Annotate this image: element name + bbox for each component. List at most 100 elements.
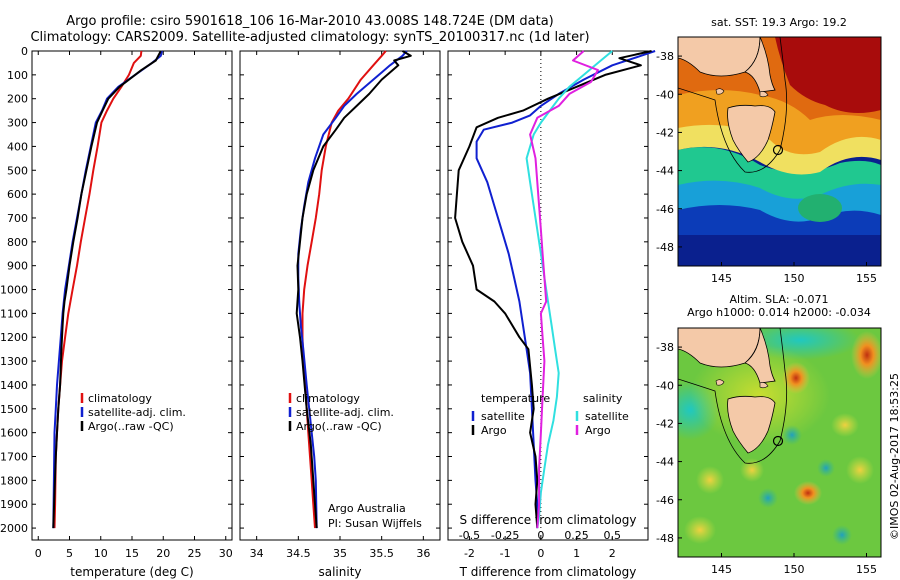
y-tick-label: 900 <box>7 260 28 273</box>
salinity-tick-label: -0.5 <box>459 529 480 542</box>
map-x-tick-label: 155 <box>856 563 877 576</box>
series-line-2-1 <box>301 50 387 529</box>
map-x-tick-label: 145 <box>711 272 732 285</box>
series-line-1-3 <box>52 50 162 529</box>
map-x-tick-label: 155 <box>856 272 877 285</box>
sla-map: 145 150 155 -38 -40 -42 -44 -46 -48 <box>656 327 882 576</box>
sla-yellow-spot-5 <box>846 456 874 484</box>
y-tick-label: 1200 <box>0 331 28 344</box>
map-y-tick-label: -42 <box>656 126 674 139</box>
salinity-tick-label: 0.5 <box>604 529 622 542</box>
sst-tasmania <box>727 104 776 163</box>
sst-hot-core <box>775 37 881 114</box>
figure-title-line1: Argo profile: csiro 5901618_106 16-Mar-2… <box>66 14 554 29</box>
map-y-tick-label: -46 <box>656 203 674 216</box>
x-tick-label: 36 <box>416 547 430 560</box>
y-tick-label: 1400 <box>0 379 28 392</box>
sla-warm-eddy-3 <box>794 481 822 505</box>
sla-cool-spot-2 <box>758 488 778 508</box>
y-tick-label: 200 <box>7 93 28 106</box>
x-tick-label: 2 <box>609 547 616 560</box>
series-line-3-3 <box>525 50 613 529</box>
legend-label: Argo(..raw -QC) <box>88 420 174 433</box>
sst-king-island <box>715 88 725 95</box>
sla-yellow-spot-1 <box>696 466 724 494</box>
map-y-tick-label: -38 <box>656 50 674 63</box>
y-tick-label: 100 <box>7 69 28 82</box>
y-tick-label: 300 <box>7 117 28 130</box>
legend-label: Argo(..raw -QC) <box>296 420 382 433</box>
x-tick-label: 34.5 <box>286 547 311 560</box>
y-tick-label: 1700 <box>0 451 28 464</box>
profile-panel-3: -2 -1 0 1 2 T difference from climatology S di… <box>447 50 656 579</box>
figure-title-line2: Climatology: CARS2009. Satellite-adjuste… <box>30 30 590 45</box>
sst-green-eddy <box>798 194 842 222</box>
sla-tasmania <box>727 395 776 454</box>
y-tick-label: 1900 <box>0 498 28 511</box>
legend-label: climatology <box>88 392 152 405</box>
sst-mainland-east <box>744 37 776 93</box>
y-tick-label: 1100 <box>0 307 28 320</box>
y-tick-label: 1500 <box>0 403 28 416</box>
x-tick-label: 1 <box>573 547 580 560</box>
sla-warm-eddy-1 <box>782 362 810 394</box>
x-tick-label: 0 <box>537 547 544 560</box>
profile-panel-1: 0 5 10 15 20 25 300100200300400500600700800900… <box>0 45 233 579</box>
series-line-2-3 <box>295 50 412 529</box>
legend-label: satellite <box>481 410 525 423</box>
x-tick-label: -1 <box>500 547 511 560</box>
sla-cool-spot-3 <box>817 459 835 477</box>
legend-label: satellite <box>585 410 629 423</box>
legend-label: Argo <box>481 424 507 437</box>
sst-map-frame <box>677 36 882 267</box>
profile-panel-2: 34 34.5 35 35.5 36 salinity climatologysatelli… <box>239 50 441 579</box>
x-tick-label: 10 <box>94 547 108 560</box>
legend-label: climatology <box>296 392 360 405</box>
map-y-tick-label: -48 <box>656 241 674 254</box>
salinity-tick-label: 0.25 <box>564 529 589 542</box>
map-x-tick-label: 150 <box>784 272 805 285</box>
x-tick-label: 0 <box>35 547 42 560</box>
legend-group-title: temperature <box>481 392 550 405</box>
x-tick-label: 35 <box>333 547 347 560</box>
map-y-tick-label: -44 <box>656 456 674 469</box>
x-axis-label: T difference from climatology <box>459 565 637 579</box>
x-tick-label: 25 <box>188 547 202 560</box>
legend-label: satellite-adj. clim. <box>88 406 186 419</box>
map-y-tick-label: -38 <box>656 341 674 354</box>
legend-group-title: salinity <box>583 392 623 405</box>
x-tick-label: 15 <box>125 547 139 560</box>
x-tick-label: 5 <box>66 547 73 560</box>
map-x-tick-label: 145 <box>711 563 732 576</box>
sst-shelf-contour <box>678 37 788 173</box>
sla-map-subtitle: Argo h1000: 0.014 h2000: -0.034 <box>687 306 871 319</box>
legend-label: satellite-adj. clim. <box>296 406 394 419</box>
map-y-tick-label: -40 <box>656 88 674 101</box>
imos-credit: ©IMOS 02-Aug-2017 18:53:25 <box>888 373 900 540</box>
sla-yellow-spot-2 <box>740 458 764 482</box>
panel-frame-1 <box>31 50 233 541</box>
sst-green-band <box>678 147 881 199</box>
y-tick-label: 1000 <box>0 284 28 297</box>
panel-annotation: Argo Australia <box>328 502 406 515</box>
sla-flinders-island <box>759 382 769 389</box>
x-tick-label: 20 <box>156 547 170 560</box>
y-tick-label: 500 <box>7 164 28 177</box>
map-y-tick-label: -46 <box>656 494 674 507</box>
x-tick-label: -2 <box>464 547 475 560</box>
y-tick-label: 1800 <box>0 474 28 487</box>
y-tick-label: 600 <box>7 188 28 201</box>
y-tick-label: 700 <box>7 212 28 225</box>
y-tick-label: 2000 <box>0 522 28 535</box>
x-axis-label: temperature (deg C) <box>70 565 193 579</box>
y-tick-label: 800 <box>7 236 28 249</box>
x-axis-label-salinity: S difference from climatology <box>460 513 637 527</box>
sst-float-marker <box>772 144 784 156</box>
series-line-3-2 <box>454 50 652 529</box>
y-tick-label: 400 <box>7 140 28 153</box>
y-tick-label: 0 <box>21 45 28 58</box>
salinity-tick-label: -0.25 <box>491 529 519 542</box>
sst-map: 145 150 155 -38 -40 -42 -44 -46 -48 <box>656 36 882 285</box>
sla-shelf-contour <box>678 328 788 464</box>
